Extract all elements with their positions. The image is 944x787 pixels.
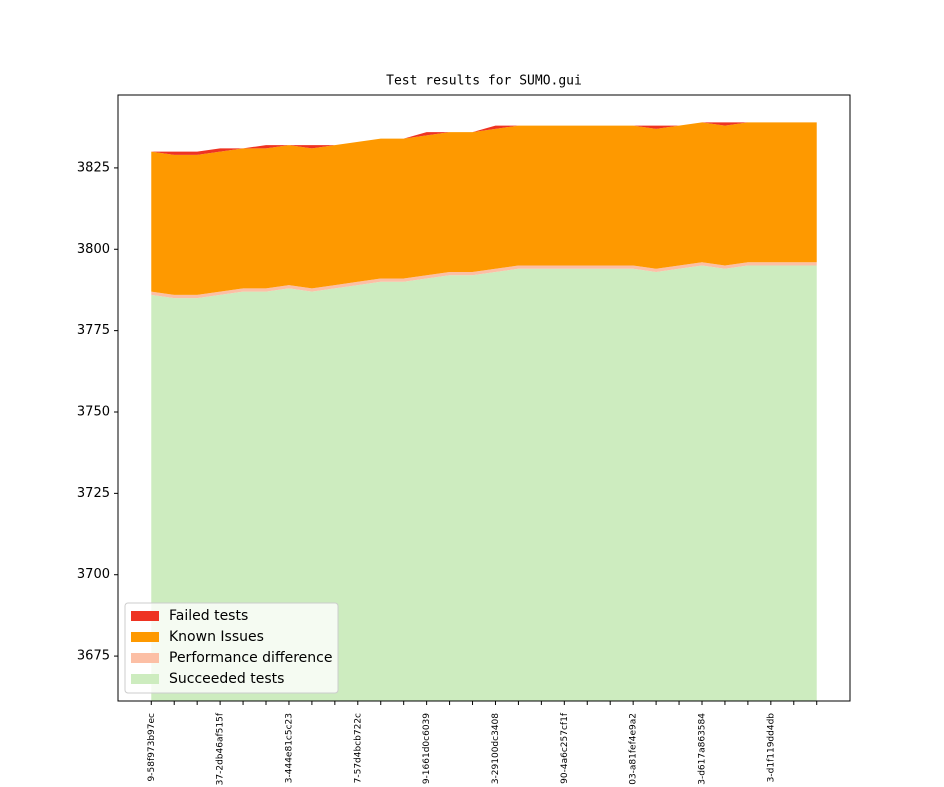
x-tick-label: 3-29100dc3408 [491,713,501,784]
area [151,122,817,155]
legend-swatch [131,632,159,642]
legend-label: Failed tests [169,608,248,624]
x-tick-label: 9-1661d0c6039 [422,713,432,784]
legend-box [124,602,339,694]
y-tick-label: 3700 [77,567,110,582]
area [151,265,817,701]
y-tick-label: 3725 [77,486,110,501]
area [151,122,817,295]
y-tick-label: 3775 [77,323,110,338]
legend-swatch [131,674,159,684]
legend-label: Known Issues [169,629,264,645]
legend-swatch [131,653,159,663]
x-tick-label: 90-4a6c257cf1f [560,712,570,784]
x-tick-label: 3-444e81c5c23 [284,713,294,783]
x-tick-label: 3-d617a863584 [697,713,707,785]
legend-label: Succeeded tests [169,671,284,687]
y-tick-label: 3750 [77,404,110,419]
area [151,262,817,299]
x-tick-label: 3-d1f119dd4db [766,713,776,783]
y-tick-label: 3675 [77,649,110,664]
legend-swatch [131,611,159,621]
legend-label: Performance difference [169,650,332,666]
x-tick-label: 9-58f973b97ec [147,713,157,781]
plot-frame [117,94,851,702]
chart-title: Test results for SUMO.gui [386,74,582,89]
x-tick-label: 7-57d4bcb722c [353,713,363,783]
legend: Failed tests Known Issues Performance diff… [124,602,339,694]
y-tick-label: 3800 [77,242,110,257]
x-tick-label: 37-2db46af515f [216,712,226,785]
y-tick-label: 3825 [77,160,110,175]
x-tick-label: 03-a81fef4e9a2 [629,713,639,785]
